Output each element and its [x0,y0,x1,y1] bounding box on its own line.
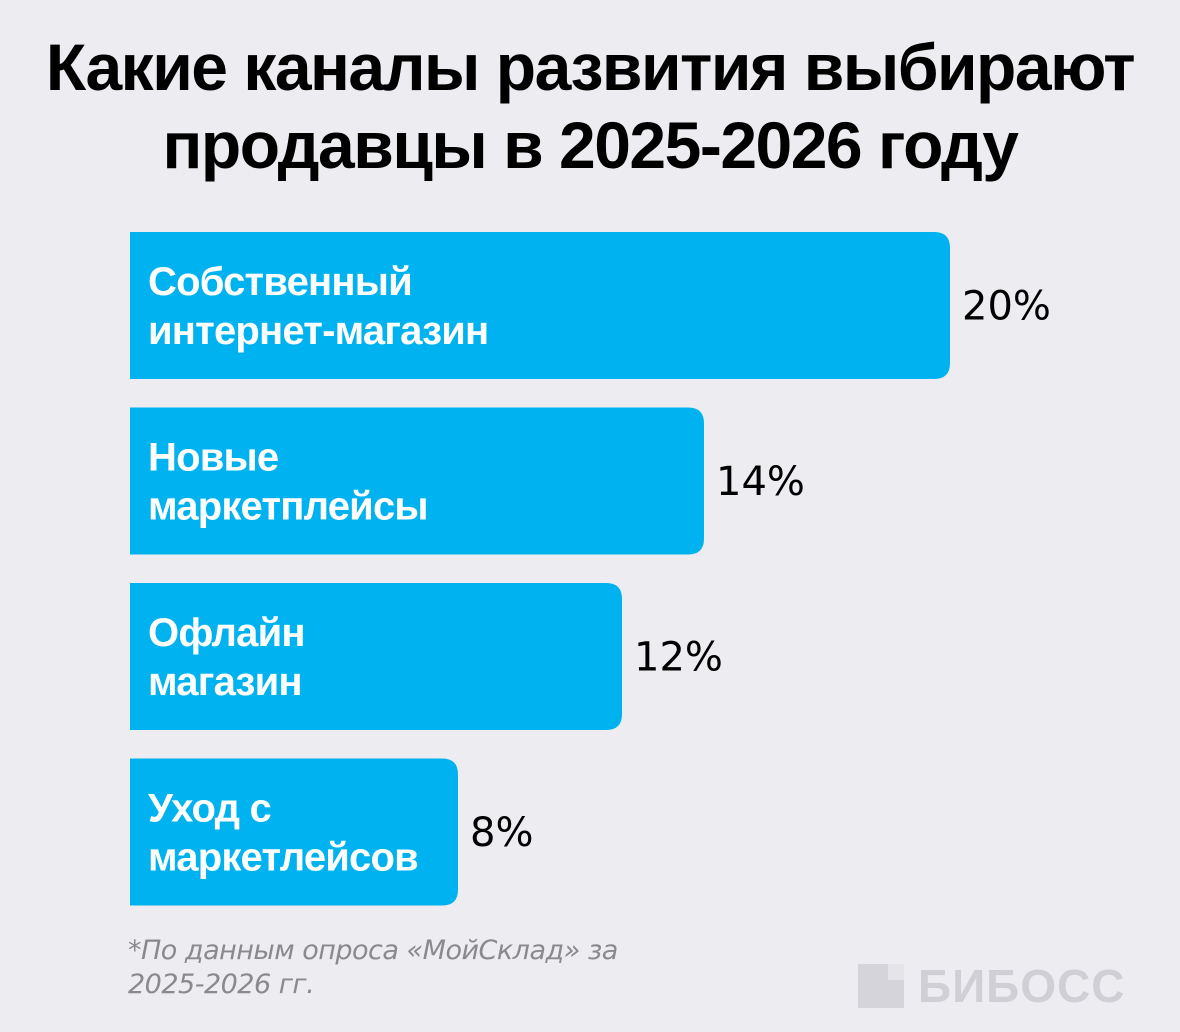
chart-title-line-2: продавцы в 2025-2026 году [162,108,1019,182]
bar-category-label-line: магазин [148,660,302,704]
bar [130,232,950,379]
brand-mark-icon [858,964,904,1008]
bar [130,583,622,730]
bar-value-label: 20% [962,284,1051,330]
footnote-line-2: 2025-2026 гг. [128,969,315,1000]
bar-value-label: 14% [716,459,805,505]
bar-group: Уход с маркетлейсов 8% [130,758,533,906]
bar-group: Офлайн магазин 12% [130,583,723,730]
bar-category-label-line: интернет-магазин [148,309,488,353]
bar-category-label-line: Офлайн [148,611,305,655]
footnote-line-1: *По данным опроса «МойСклад» за [128,935,618,966]
brand-name: БИБОСС [918,960,1126,1012]
bar-category-label-line: маркетлейсов [148,836,418,880]
bar [130,407,704,555]
bar-group: Новые маркетплейсы 14% [130,407,805,555]
bar [130,758,458,906]
brand-logo: БИБОСС [858,960,1125,1012]
bar-category-label: Офлайн магазин [148,611,305,704]
bars-layer: Собственный интернет-магазин 20% Новые марке… [130,232,1051,906]
source-footnote: *По данным опроса «МойСклад» за 2025-202… [128,934,648,1002]
bar-category-label: Новые маркетплейсы [148,436,428,529]
bar-category-label-line: Уход с [148,787,272,831]
bar-group: Собственный интернет-магазин 20% [130,232,1051,379]
chart-title-line-1: Какие каналы развития выбирают [45,30,1136,104]
chart-title: Какие каналы развития выбирают продавцы … [0,28,1180,184]
bar-category-label: Уход с маркетлейсов [148,787,418,880]
bar-category-label-line: Новые [148,436,278,480]
bar-value-label: 12% [634,635,723,681]
bar-category-label-line: Собственный [148,260,412,304]
bar-category-label: Собственный интернет-магазин [148,260,488,353]
bar-category-label-line: маркетплейсы [148,485,428,529]
bar-value-label: 8% [470,810,533,856]
